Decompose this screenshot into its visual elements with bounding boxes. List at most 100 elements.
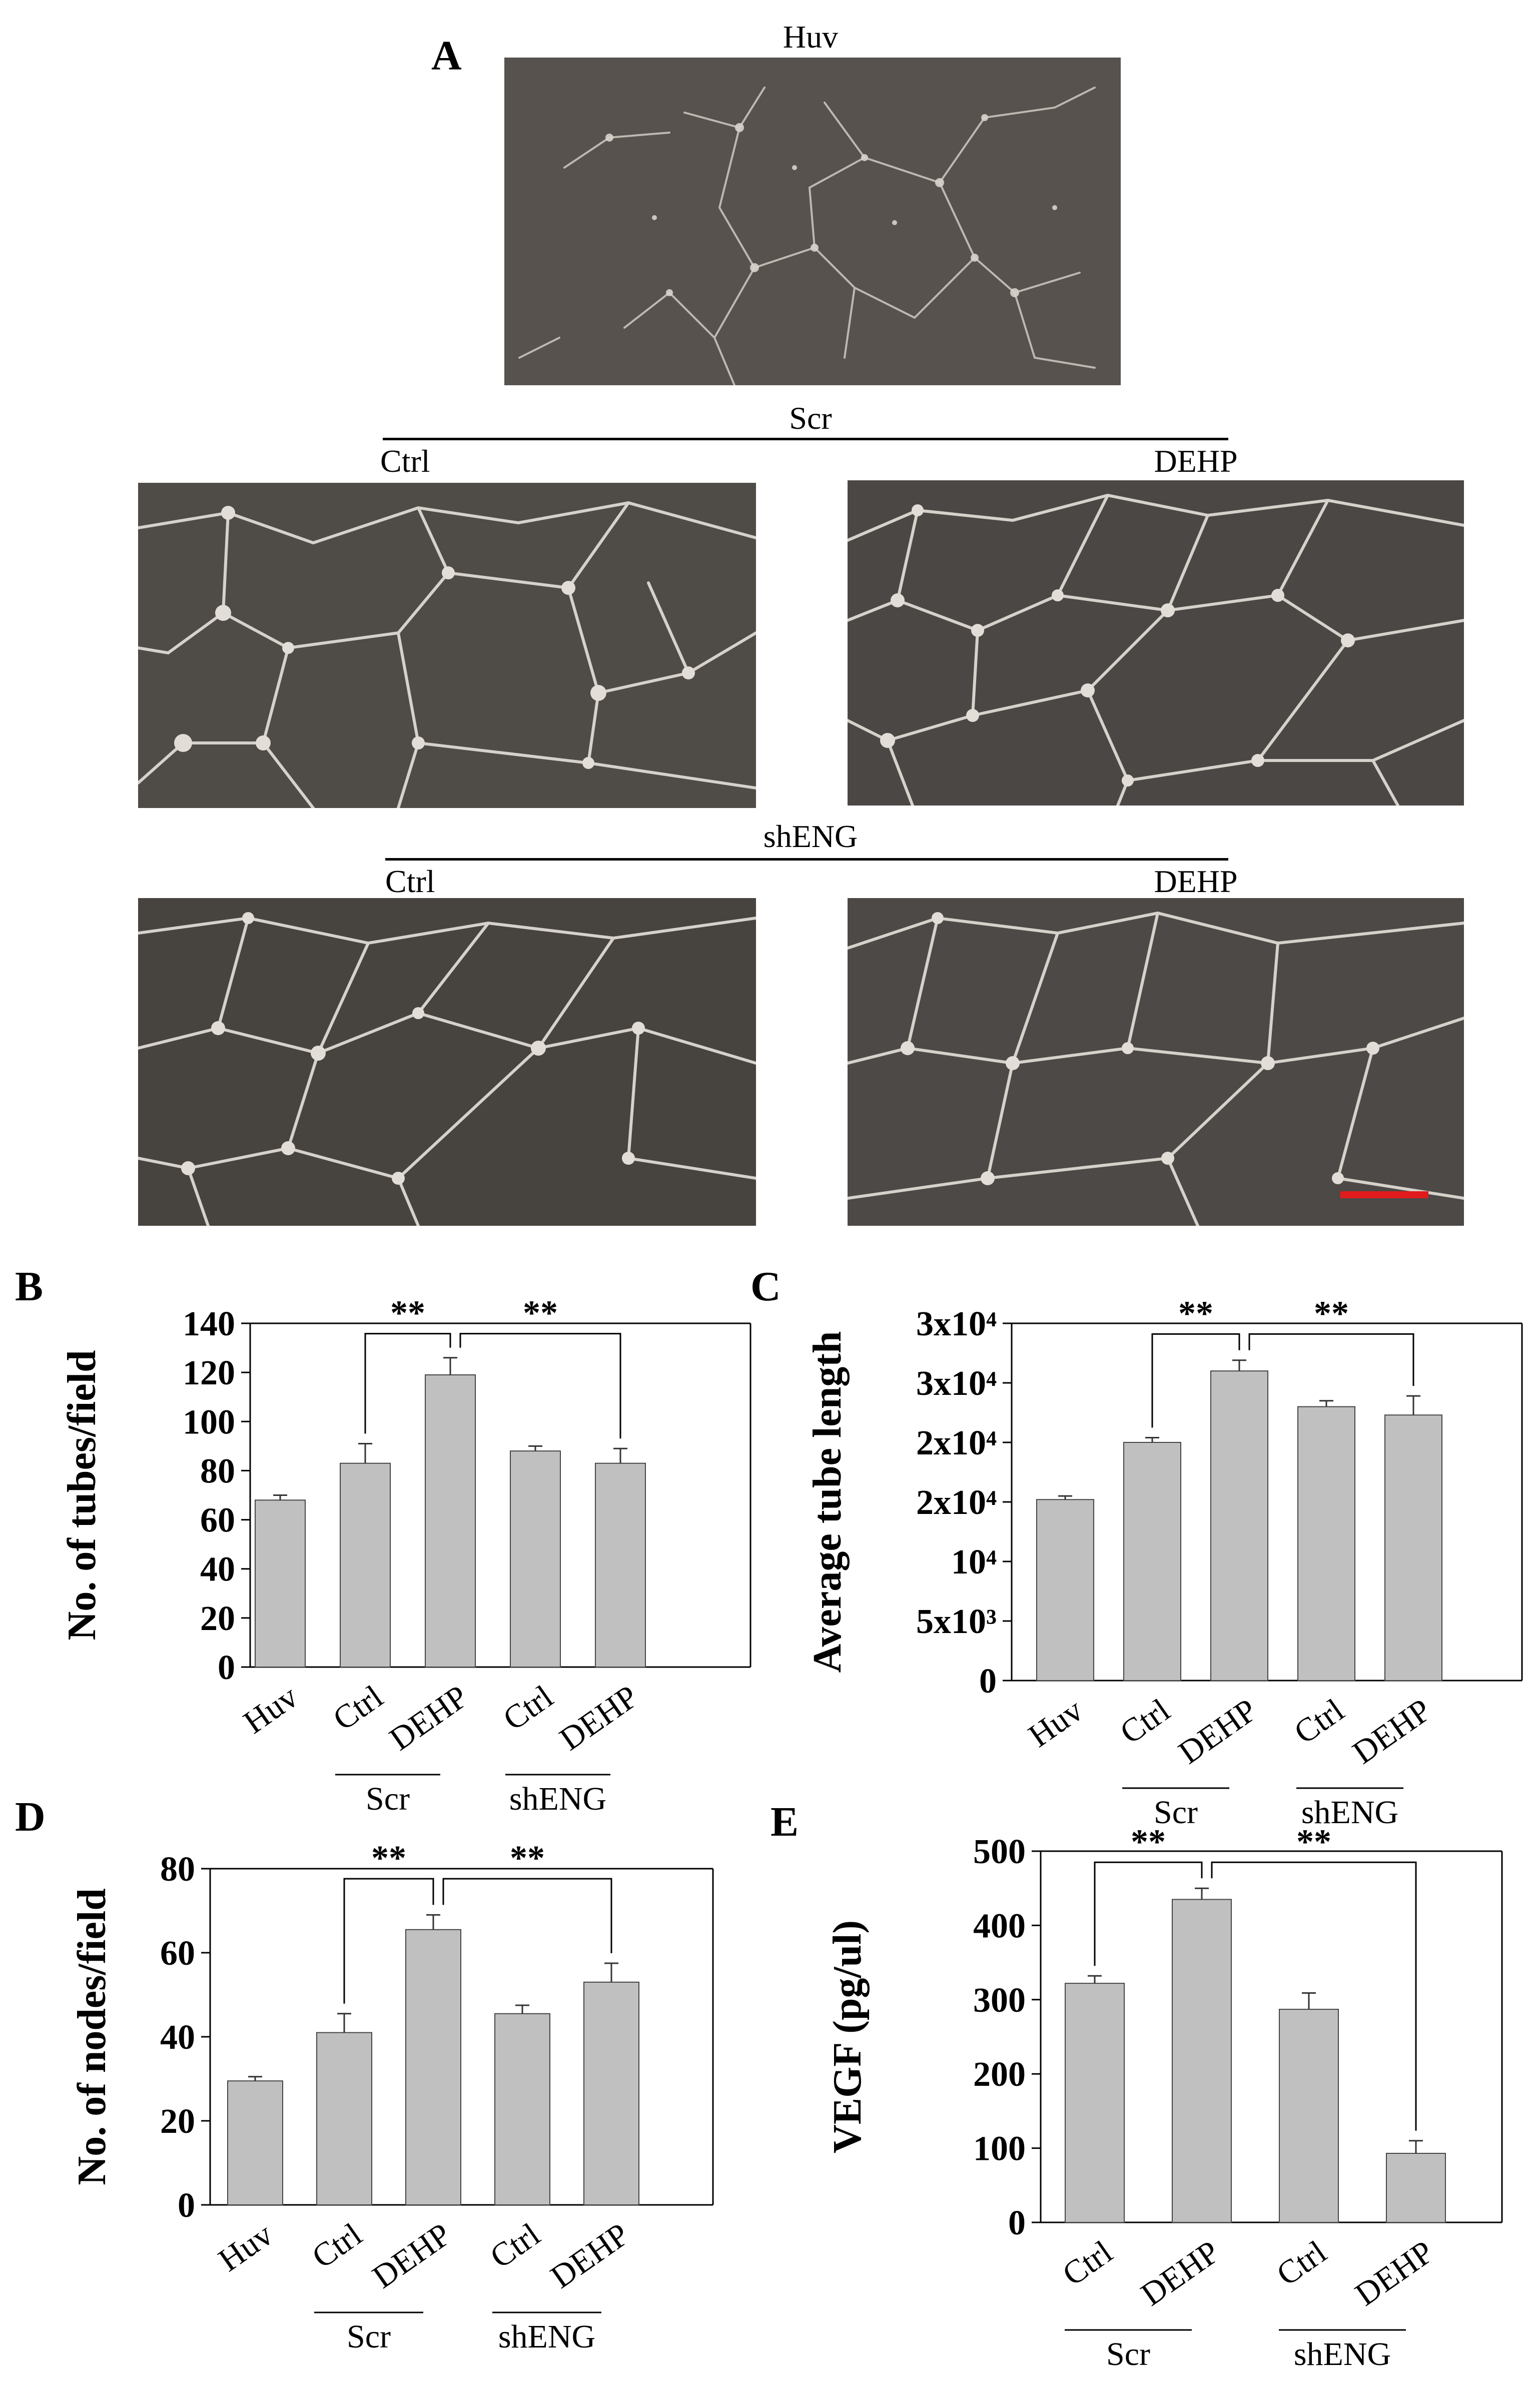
c-y-tick-label: 3x10⁴ (916, 1364, 997, 1403)
micrograph-scr-dehp (848, 480, 1464, 806)
huv-title: Huv (783, 19, 839, 55)
d-y-tick-label: 20 (160, 2102, 195, 2141)
c-significance-label: ** (1178, 1294, 1213, 1333)
d-category-label: Ctrl (306, 2216, 369, 2275)
b-y-tick-label: 100 (183, 1403, 235, 1441)
e-category-label: DEHP (1135, 2233, 1226, 2313)
b-y-tick-label: 20 (200, 1600, 235, 1638)
b-category-label: Ctrl (497, 1678, 560, 1738)
c-bar (1297, 1406, 1355, 1682)
b-group-label: Scr (366, 1781, 410, 1817)
d-group-label: shENG (498, 2318, 595, 2355)
c-y-tick-label: 2x10⁴ (916, 1424, 997, 1462)
sheng-ctrl-title: Ctrl (385, 864, 435, 899)
e-bar (1386, 2152, 1446, 2223)
c-y-axis-title: Average tube length (806, 1331, 850, 1673)
sheng-group-label: shENG (763, 819, 858, 854)
d-y-axis-title: No. of nodes/field (70, 1888, 114, 2185)
scr-group-label: Scr (789, 400, 832, 436)
chart-b: 0 20 40 60 80 100 120 140 No. of tubes/field ** **… (60, 1294, 751, 1817)
d-bar (405, 1929, 461, 2206)
d-y-tick-label: 80 (160, 1850, 195, 1889)
e-category-label: DEHP (1349, 2233, 1440, 2313)
panel-d-letter: D (15, 1794, 46, 1840)
panel-c-letter: C (750, 1263, 781, 1310)
c-bar (1384, 1414, 1442, 1681)
d-y-tick-label: 0 (178, 2186, 195, 2225)
c-significance-label: ** (1314, 1294, 1349, 1333)
b-significance-bracket (364, 1333, 451, 1434)
d-bar (494, 2013, 550, 2205)
micrograph-sheng-dehp (848, 898, 1464, 1226)
d-significance-bracket (442, 1878, 612, 1953)
b-y-tick-label: 80 (200, 1452, 235, 1490)
e-significance-label: ** (1131, 1823, 1166, 1861)
b-y-tick-label: 120 (183, 1354, 235, 1392)
c-y-tick-label: 3x10⁴ (916, 1305, 997, 1343)
b-category-label: DEHP (383, 1678, 475, 1758)
b-y-tick-label: 40 (200, 1550, 235, 1589)
d-bar (316, 2032, 372, 2205)
e-y-tick-label: 500 (973, 1833, 1026, 1871)
e-y-tick-label: 100 (973, 2130, 1026, 2168)
b-bar (595, 1462, 646, 1668)
micrograph-scr-ctrl (138, 483, 756, 808)
b-category-label: DEHP (553, 1678, 645, 1758)
panel-e-letter: E (771, 1799, 799, 1845)
panel-a-letter: A (431, 33, 462, 79)
d-category-label: DEHP (366, 2216, 458, 2295)
e-y-tick-label: 200 (973, 2055, 1026, 2094)
c-category-label: Huv (1022, 1692, 1090, 1754)
c-category-label: DEHP (1346, 1692, 1438, 1771)
micrograph-huv (504, 58, 1121, 385)
b-bar (425, 1374, 476, 1668)
e-bar (1172, 1899, 1232, 2223)
b-significance-label: ** (390, 1294, 425, 1333)
scr-dehp-title: DEHP (1154, 443, 1238, 479)
sheng-dehp-title: DEHP (1154, 864, 1238, 899)
micrograph-sheng-ctrl (138, 898, 756, 1226)
e-y-tick-label: 400 (973, 1907, 1026, 1945)
d-significance-bracket (343, 1878, 434, 2004)
d-category-label: Ctrl (484, 2216, 547, 2275)
c-y-tick-label: 5x10³ (916, 1603, 997, 1641)
b-y-tick-label: 60 (200, 1501, 235, 1540)
e-group-label: Scr (1106, 2336, 1150, 2372)
b-significance-label: ** (523, 1294, 558, 1333)
c-bar (1210, 1370, 1268, 1681)
e-significance-bracket (1094, 1861, 1203, 1966)
e-category-label: Ctrl (1056, 2233, 1119, 2293)
e-significance-bracket (1211, 1861, 1417, 2131)
e-group-label: shENG (1294, 2336, 1391, 2372)
panel-b-letter: B (15, 1263, 44, 1310)
d-group-label: Scr (347, 2318, 391, 2355)
c-group-label: shENG (1301, 1794, 1398, 1831)
c-category-label: Ctrl (1114, 1692, 1177, 1751)
b-y-tick-label: 140 (183, 1305, 235, 1343)
b-y-axis-title: No. of tubes/field (60, 1350, 104, 1641)
d-significance-label: ** (510, 1839, 545, 1878)
c-y-tick-label: 2x10⁴ (916, 1483, 997, 1522)
c-y-tick-label: 10⁴ (951, 1543, 997, 1581)
sheng-group-line (385, 858, 1228, 861)
d-y-tick-label: 40 (160, 2018, 195, 2057)
e-y-tick-label: 0 (1008, 2204, 1026, 2242)
c-category-label: Ctrl (1288, 1692, 1351, 1751)
b-bar (510, 1450, 561, 1668)
d-significance-label: ** (371, 1839, 406, 1878)
e-y-axis-title: VEGF (pg/ul) (826, 1920, 870, 2153)
scr-group-line (383, 438, 1228, 440)
c-significance-bracket (1151, 1333, 1240, 1428)
e-category-label: Ctrl (1270, 2233, 1333, 2293)
scr-ctrl-title: Ctrl (380, 443, 430, 479)
c-y-tick-label: 0 (979, 1662, 997, 1701)
b-significance-bracket (459, 1333, 621, 1439)
c-group-label: Scr (1154, 1794, 1198, 1831)
c-bar (1123, 1442, 1181, 1681)
c-category-label: DEHP (1172, 1692, 1264, 1771)
chart-e: 0 100 200 300 400 500 VEGF (pg/ul) ** ** Ctrl DEHP… (826, 1823, 1503, 2372)
c-significance-bracket (1248, 1333, 1414, 1386)
b-y-tick-label: 0 (218, 1649, 235, 1687)
b-group-label: shENG (509, 1781, 606, 1817)
chart-c: 0 5x10³ 10⁴ 2x10⁴ 2x10⁴ 3x10⁴ 3x10⁴ Average tub… (806, 1294, 1523, 1831)
